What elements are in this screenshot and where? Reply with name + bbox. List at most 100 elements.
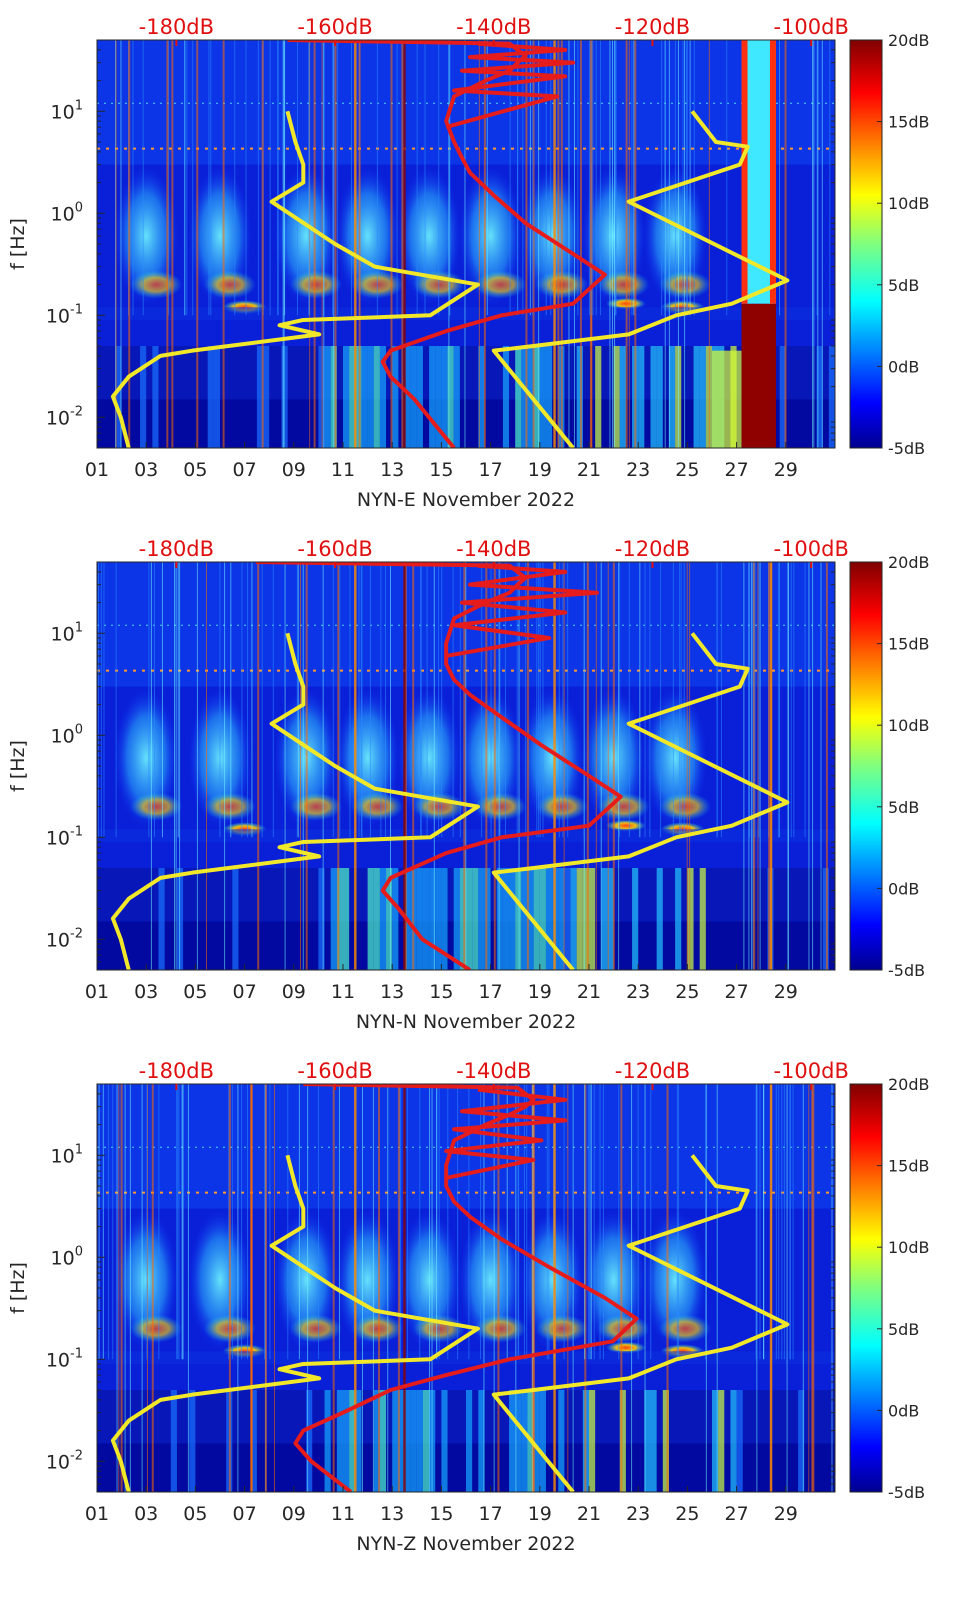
low-freq-cell — [459, 868, 466, 970]
x-tick-label: 27 — [725, 981, 749, 1003]
x-tick-label: 27 — [725, 1503, 749, 1525]
noise-model-high — [491, 110, 790, 448]
high-freq-band — [97, 1084, 835, 1209]
event-edge — [769, 40, 776, 304]
colorbar-label: -5dB — [888, 439, 925, 458]
top-tick-label: -120dB — [615, 15, 690, 39]
y-tick-label: 101 — [51, 1142, 83, 1167]
spectrogram-area — [97, 40, 835, 448]
high-freq-band — [97, 40, 835, 165]
low-freq-cell — [589, 868, 596, 970]
low-freq-cell — [189, 1390, 196, 1492]
y-tick-base: 10 — [46, 1349, 70, 1371]
x-tick-label: 25 — [675, 459, 699, 481]
y-tick-base: 10 — [46, 929, 70, 951]
storm-blob — [458, 165, 523, 306]
low-freq-cell — [441, 1390, 448, 1492]
low-freq-cell — [644, 1390, 651, 1492]
y-tick-label: 10-2 — [46, 926, 83, 951]
y-tick-base: 10 — [46, 305, 70, 327]
low-freq-cell — [158, 868, 165, 970]
panel-nyn-e: 01 03 05 07 09 11 13 15 17 19 21 23 25 27 29-180dB -160… — [7, 15, 930, 511]
low-freq-cell — [595, 346, 602, 448]
low-freq-cell — [343, 1390, 350, 1492]
colorbar-label: 0dB — [888, 357, 919, 376]
low-freq-cell — [349, 1390, 356, 1492]
x-tick-label: 01 — [85, 981, 109, 1003]
storm-peak — [289, 270, 342, 299]
band-0-1hz — [97, 307, 835, 320]
low-freq-cell — [699, 346, 706, 448]
low-freq-cell — [736, 1390, 743, 1492]
reference-curve-harmonics — [445, 563, 599, 658]
y-tick-exp: -1 — [70, 824, 83, 839]
low-freq-cell — [140, 346, 147, 448]
low-freq-cell — [367, 346, 374, 448]
x-tick-label: 03 — [134, 459, 158, 481]
low-freq-cell — [496, 868, 503, 970]
storm-blob — [643, 687, 708, 828]
low-freq-cell — [478, 1390, 485, 1492]
top-tick-label: -180dB — [139, 15, 214, 39]
noise-model-high — [491, 632, 790, 970]
y-tick-label: 10-1 — [46, 1346, 83, 1371]
band-0-1hz — [97, 1351, 835, 1364]
y-tick-exp: -2 — [70, 1448, 83, 1463]
low-freq-cell — [515, 346, 522, 448]
y-tick-label: 100 — [51, 722, 83, 747]
storm-peak — [474, 1314, 527, 1343]
colorbar-label: -5dB — [888, 1483, 925, 1502]
low-freq-cell — [435, 346, 442, 448]
storm-peak — [658, 1314, 711, 1343]
low-freq-cell — [730, 1390, 737, 1492]
colorbar-label: 15dB — [888, 1157, 930, 1176]
storm-peak — [203, 270, 256, 299]
low-freq-cell — [152, 346, 159, 448]
storm-blob — [274, 1209, 339, 1350]
y-tick-label: 10-1 — [46, 824, 83, 849]
low-freq-cell — [558, 1390, 565, 1492]
low-freq-cell — [539, 346, 546, 448]
low-freq-cell — [429, 868, 436, 970]
low-freq-cell — [545, 868, 553, 970]
low-freq-cell — [822, 868, 829, 970]
storm-peak — [597, 792, 650, 821]
colorbar-label: 20dB — [888, 31, 930, 50]
x-tick-label: 05 — [183, 981, 207, 1003]
low-freq-cell — [478, 346, 485, 448]
low-freq-cell — [263, 346, 270, 448]
x-tick-label: 15 — [429, 459, 453, 481]
noise-model-low — [110, 1154, 480, 1492]
storm-blob — [520, 165, 585, 306]
x-tick-label: 11 — [331, 1503, 355, 1525]
low-freq-cell — [619, 1390, 626, 1492]
x-tick-label: 25 — [675, 1503, 699, 1525]
reference-curve — [293, 1084, 639, 1492]
top-tick-label: -140dB — [456, 537, 531, 561]
noise-model-low — [110, 632, 480, 970]
colorbar-label: 10dB — [888, 194, 930, 213]
y-tick-exp: 1 — [75, 1142, 83, 1157]
low-freq-cell — [816, 346, 823, 448]
noise-model-low — [110, 110, 480, 448]
storm-peak — [203, 792, 256, 821]
low-freq-cell — [441, 346, 448, 448]
low-freq-cell — [613, 346, 620, 448]
low-freq-cell — [576, 346, 583, 448]
storm-blob — [335, 687, 400, 828]
x-tick-label: 21 — [577, 981, 601, 1003]
low-freq-cell — [373, 346, 380, 448]
low-freq-cell — [502, 868, 510, 970]
low-freq-cell — [404, 1390, 411, 1492]
low-freq-cell — [693, 346, 700, 448]
low-freq-cell — [576, 868, 583, 970]
y-tick-label: 10-2 — [46, 1448, 83, 1473]
low-freq-cell — [404, 346, 411, 448]
y-tick-base: 10 — [46, 1451, 70, 1473]
y-tick-exp: -2 — [70, 926, 83, 941]
top-tick-label: -160dB — [297, 537, 372, 561]
y-tick-exp: 1 — [75, 98, 83, 113]
y-tick-base: 10 — [46, 407, 70, 429]
x-tick-label: 17 — [479, 459, 503, 481]
low-freq-cell — [662, 1390, 669, 1492]
